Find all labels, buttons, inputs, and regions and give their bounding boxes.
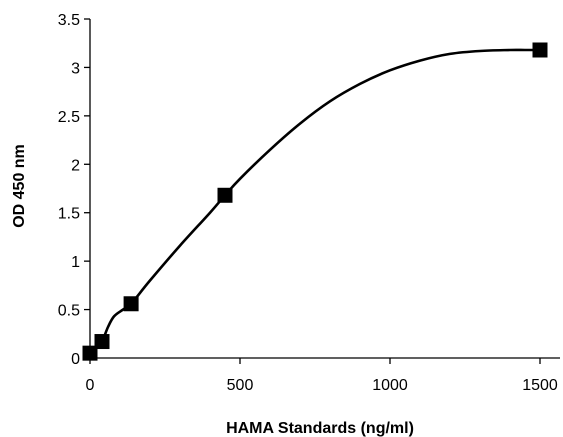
data-point bbox=[217, 187, 233, 203]
y-axis-title: OD 450 nm bbox=[11, 144, 28, 228]
data-points bbox=[82, 42, 548, 361]
y-tick-label: 3.5 bbox=[58, 12, 80, 29]
y-tick-label: 2.5 bbox=[58, 109, 80, 126]
y-tick-label: 3 bbox=[71, 60, 80, 77]
fit-curve bbox=[89, 48, 540, 355]
y-tick-label: 1.5 bbox=[58, 206, 80, 223]
data-point bbox=[82, 345, 98, 361]
x-tick-label: 0 bbox=[86, 377, 95, 394]
y-tick-label: 1 bbox=[71, 254, 80, 271]
data-point bbox=[123, 296, 139, 312]
x-tick-label: 1500 bbox=[522, 377, 558, 394]
y-tick-label: 0.5 bbox=[58, 303, 80, 320]
x-ticks: 0 500 1000 1500 bbox=[86, 358, 558, 394]
y-tick-label: 2 bbox=[71, 157, 80, 174]
data-point bbox=[94, 334, 110, 350]
x-tick-label: 500 bbox=[227, 377, 254, 394]
y-tick-label: 0 bbox=[71, 351, 80, 368]
data-point bbox=[532, 42, 548, 58]
y-ticks: 0 0.5 1 1.5 2 2.5 3 3.5 bbox=[58, 12, 90, 368]
x-axis-title: HAMA Standards (ng/ml) bbox=[226, 420, 414, 437]
x-tick-label: 1000 bbox=[372, 377, 408, 394]
